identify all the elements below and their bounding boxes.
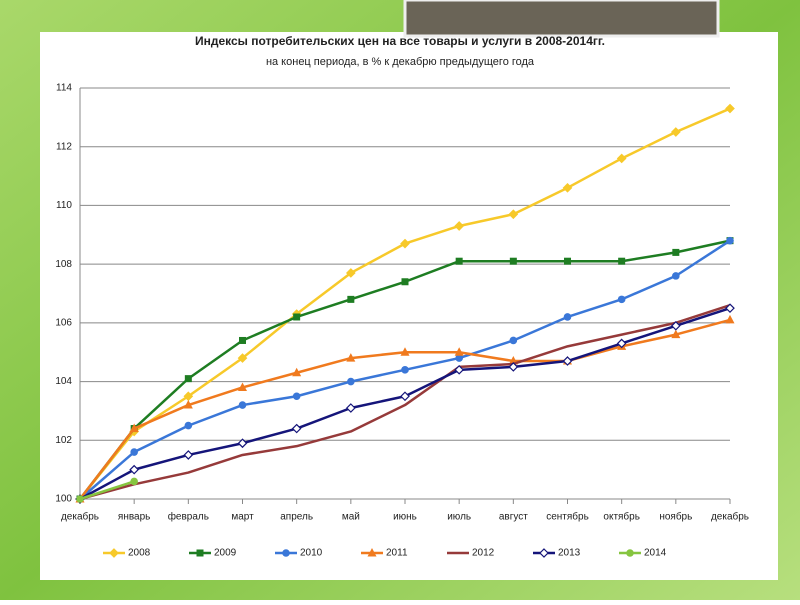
marker [196,549,204,557]
marker [400,391,410,402]
x-tick-label: март [231,512,254,523]
marker [726,236,734,245]
legend-label: 2014 [644,548,667,559]
marker [618,257,626,265]
marker [508,362,519,372]
marker [508,209,519,220]
marker [455,354,463,362]
marker [616,338,627,349]
marker [345,403,356,413]
x-tick-label: январь [118,512,150,523]
marker [562,182,573,193]
x-tick-label: июнь [393,512,417,523]
series-line [79,304,731,501]
x-tick-label: май [342,512,360,523]
x-tick-label: декабрь [711,511,749,523]
legend-label: 2010 [300,548,323,559]
marker [626,549,634,557]
y-tick-label: 106 [55,317,72,328]
marker [455,257,463,265]
marker [238,401,247,409]
x-tick-label: апрель [280,512,313,523]
marker [725,314,735,324]
marker [509,336,518,345]
chart-subtitle: на конец периода, в % к декабрю предыдущ… [266,56,535,68]
marker [282,549,290,557]
marker [183,400,193,409]
marker [345,268,356,278]
x-tick-label: декабрь [61,511,99,523]
marker [184,421,193,430]
marker [400,238,410,249]
marker [563,313,572,321]
marker [509,257,517,265]
marker [183,450,194,460]
marker [401,278,409,286]
marker [239,336,246,344]
marker [672,248,680,256]
marker [539,548,549,558]
x-tick-label: сентябрь [546,511,589,523]
marker [454,364,465,375]
marker [617,295,626,304]
marker [184,375,192,383]
marker [725,103,735,114]
marker [725,303,735,314]
y-tick-label: 114 [56,83,72,94]
y-tick-label: 100 [55,494,72,505]
series-line [79,480,135,501]
marker [454,347,464,356]
legend-label: 2012 [472,548,495,559]
marker [672,272,680,280]
marker [76,495,84,503]
marker [346,353,356,362]
y-tick-label: 112 [56,141,72,152]
y-tick-label: 102 [55,435,72,446]
y-tick-label: 110 [56,200,72,211]
marker [130,448,138,456]
y-tick-label: 108 [55,259,72,270]
x-tick-label: февраль [168,511,209,523]
legend-label: 2013 [558,548,581,559]
marker [564,257,571,265]
marker [237,438,248,449]
legend-label: 2011 [386,548,408,559]
marker [238,382,247,391]
marker [293,313,301,321]
marker [616,153,627,164]
marker [671,329,681,339]
marker [401,366,409,374]
legend-label: 2008 [128,548,151,559]
x-tick-label: июль [447,512,471,523]
x-tick-label: август [499,512,528,523]
marker [130,477,138,486]
x-tick-label: ноябрь [659,511,692,523]
y-tick-label: 104 [55,376,72,387]
marker [109,548,119,558]
header-box [403,0,720,38]
marker [129,464,140,475]
marker [237,353,248,363]
chart-title: Индексы потребительских цен на все товар… [195,34,605,48]
chart-panel [40,32,778,580]
x-tick-label: октябрь [603,511,640,523]
marker [670,127,681,137]
marker [670,320,681,331]
marker [291,423,302,434]
marker [454,221,465,231]
marker [400,347,410,356]
marker [292,367,302,377]
marker [367,548,377,557]
marker [129,423,139,433]
marker [347,295,355,303]
marker [292,392,301,401]
marker [562,356,573,366]
marker [347,377,355,386]
legend-label: 2009 [214,548,237,559]
